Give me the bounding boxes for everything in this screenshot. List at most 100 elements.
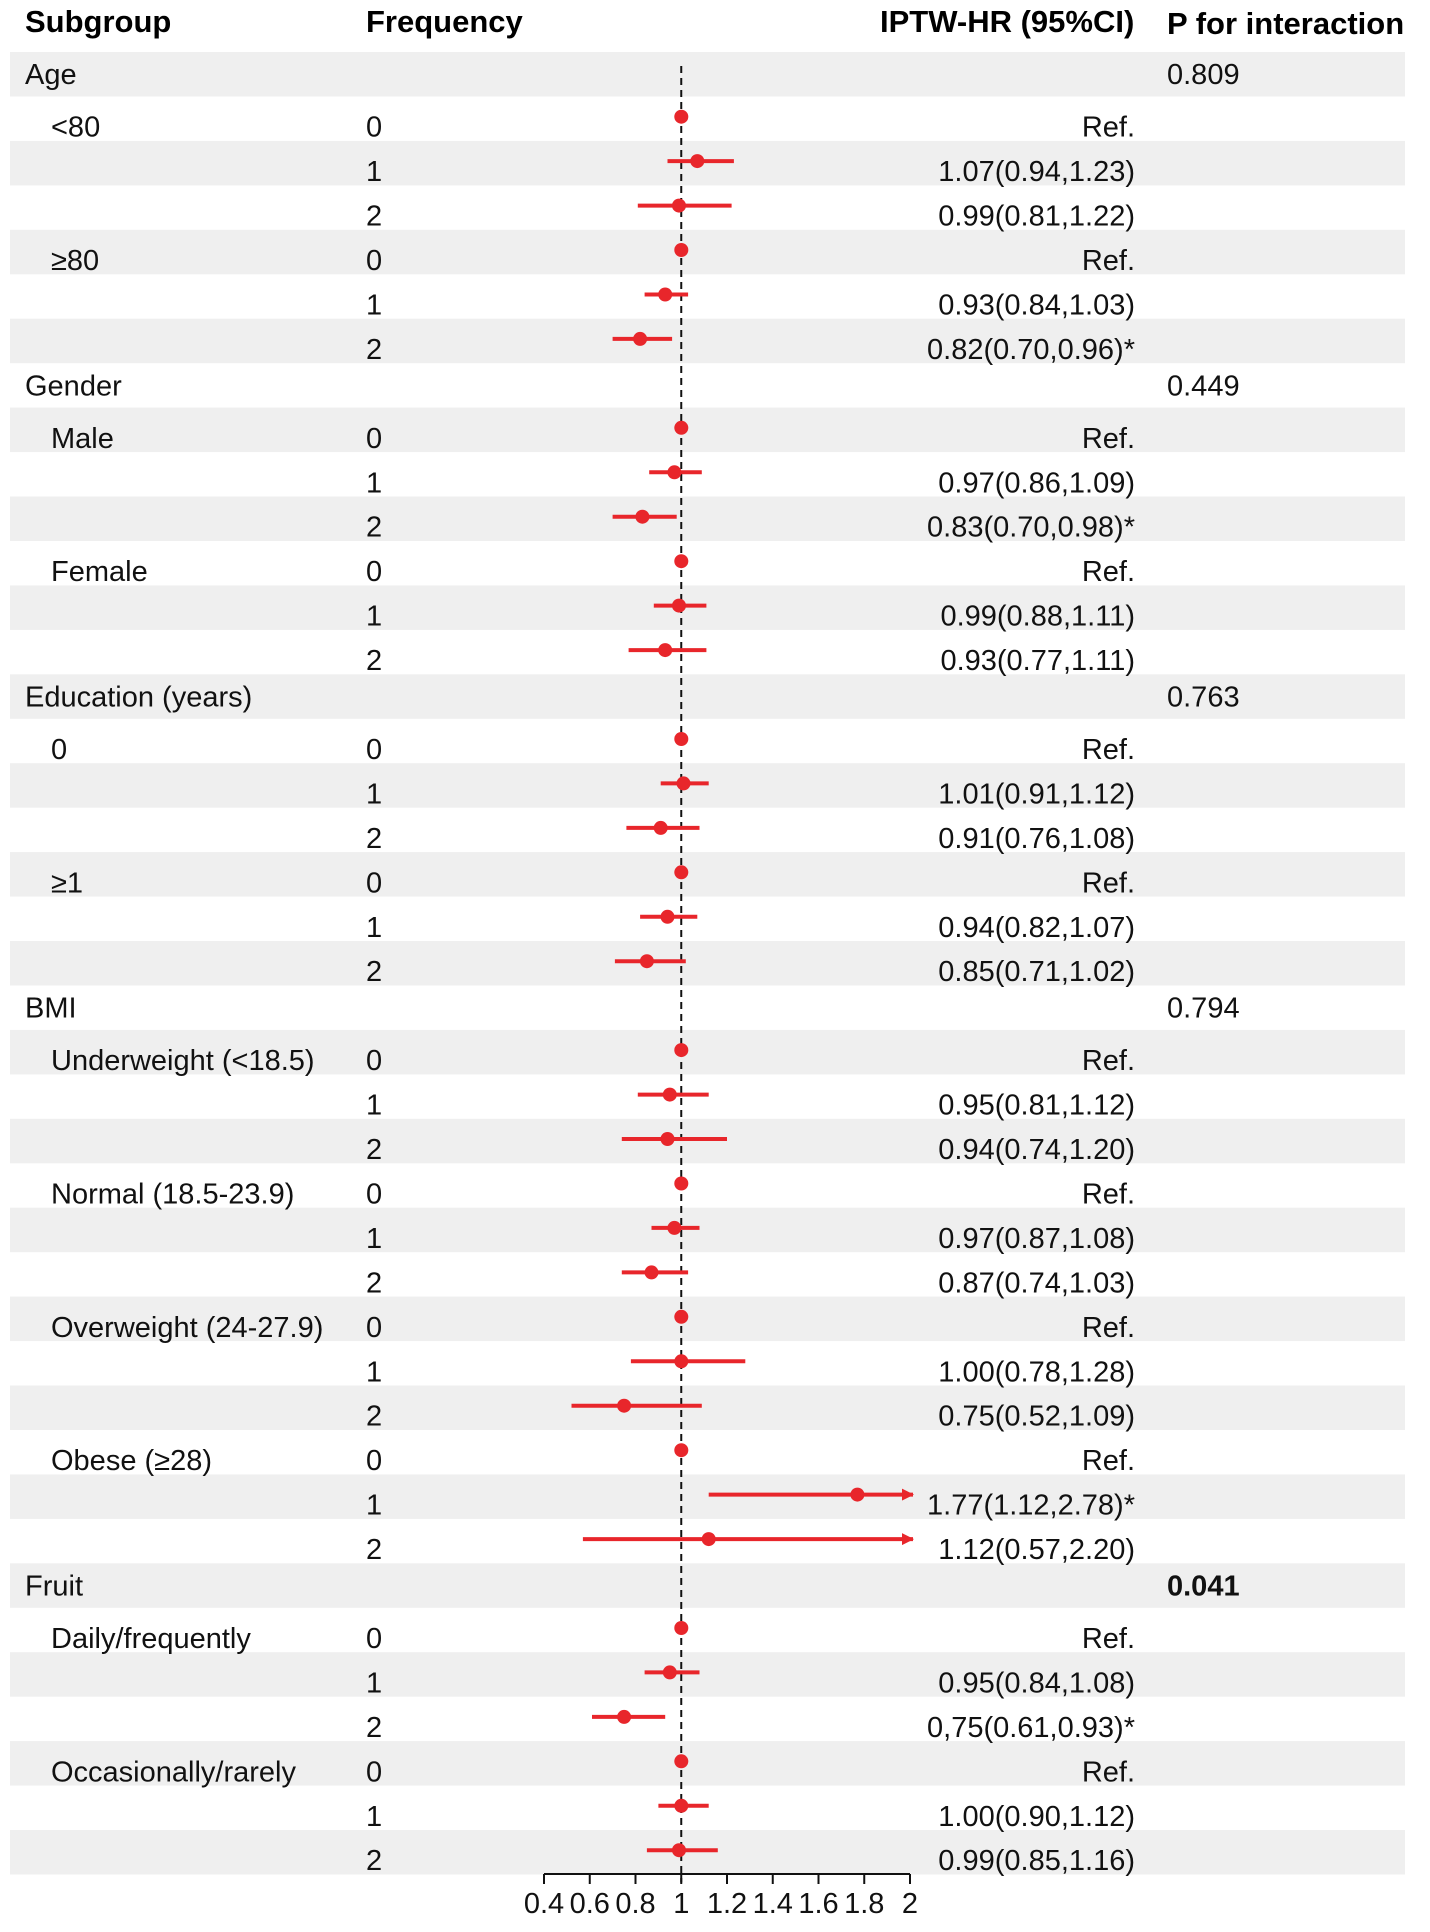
subgroup-label: <80 [51, 112, 100, 144]
frequency-value: 1 [366, 601, 382, 633]
row-band [10, 1652, 1405, 1697]
hr-ci-text: Ref. [1082, 423, 1135, 455]
hr-point [658, 643, 673, 658]
hr-point [672, 598, 686, 613]
group-label: BMI [25, 993, 77, 1025]
frequency-value: 0 [366, 1756, 382, 1788]
frequency-value: 2 [366, 512, 382, 544]
frequency-value: 2 [366, 1534, 382, 1566]
hr-ci-text: 0.87(0.74,1.03) [938, 1267, 1135, 1299]
row-band [10, 1029, 1405, 1075]
reference-point [674, 1443, 689, 1458]
row-band [10, 1830, 1405, 1875]
p-interaction-value: 0.809 [1167, 59, 1240, 91]
frequency-value: 1 [366, 156, 382, 188]
frequency-value: 0 [366, 1045, 382, 1077]
x-tick-label: 2 [902, 1888, 918, 1920]
reference-point [674, 420, 689, 435]
hr-ci-text: 0.91(0.76,1.08) [938, 823, 1135, 855]
hr-ci-text: 0.82(0.70,0.96)* [927, 334, 1135, 366]
hr-point [667, 1220, 682, 1235]
hr-ci-text: Ref. [1082, 556, 1135, 588]
row-band [10, 1207, 1405, 1253]
row-band [10, 1741, 1405, 1786]
hr-point [676, 776, 691, 791]
hr-ci-text: 1.00(0.78,1.28) [938, 1356, 1135, 1388]
row-band [10, 585, 1405, 630]
hr-ci-text: Ref. [1082, 1756, 1135, 1788]
hr-point [658, 287, 673, 302]
frequency-value: 1 [366, 1667, 382, 1699]
p-interaction-value: 0.763 [1167, 682, 1240, 714]
subgroup-label: Overweight (24-27.9) [51, 1312, 323, 1344]
frequency-value: 2 [366, 823, 382, 855]
subgroup-label: Obese (≥28) [51, 1445, 212, 1477]
hr-point [690, 154, 705, 169]
row-band [10, 1296, 1405, 1342]
frequency-value: 1 [366, 1801, 382, 1833]
row-band [10, 1118, 1405, 1164]
header-subgroup: Subgroup [25, 4, 171, 39]
hr-ci-text: Ref. [1082, 245, 1135, 277]
frequency-value: 2 [366, 334, 382, 366]
reference-point [674, 554, 689, 569]
hr-point [662, 1087, 677, 1102]
frequency-value: 0 [366, 734, 382, 766]
subgroup-label: Normal (18.5-23.9) [51, 1179, 294, 1211]
row-bands [10, 52, 1405, 1875]
reference-point [674, 109, 689, 124]
reference-point [674, 1043, 689, 1058]
hr-ci-text: 0.94(0.82,1.07) [938, 912, 1135, 944]
estimate-marks [571, 109, 914, 1858]
reference-point [674, 1309, 689, 1324]
hr-ci-text: 1.01(0.91,1.12) [938, 778, 1135, 810]
hr-point [660, 1132, 675, 1146]
p-interaction-value: 0.041 [1167, 1571, 1240, 1603]
reference-point [674, 1621, 689, 1635]
frequency-value: 2 [366, 1134, 382, 1166]
reference-point [674, 243, 689, 257]
hr-ci-text: 0.83(0.70,0.98)* [927, 512, 1135, 544]
hr-point [633, 331, 648, 346]
x-tick-label: 0.6 [570, 1888, 610, 1920]
frequency-value: 1 [366, 1090, 382, 1122]
hr-point [667, 465, 682, 480]
frequency-value: 0 [366, 867, 382, 899]
hr-point [701, 1532, 716, 1547]
subgroup-label: Daily/frequently [51, 1623, 251, 1655]
frequency-value: 0 [366, 1312, 382, 1344]
frequency-value: 1 [366, 1223, 382, 1255]
x-axis: 0.4 0.6 0.8 1 1.2 1.4 1.6 1.8 2 [524, 1873, 918, 1920]
subgroup-label: ≥1 [51, 867, 83, 899]
x-tick-label: 0.8 [615, 1888, 655, 1920]
frequency-value: 0 [366, 1445, 382, 1477]
hr-ci-text: 1.07(0.94,1.23) [938, 156, 1135, 188]
row-band [10, 496, 1405, 541]
subgroup-label: ≥80 [51, 245, 99, 277]
reference-point [674, 865, 689, 880]
row-labels: Age 0.809 <80 0 Ref. 1 1.07(0.94,1.23) 2 0.99(0.… [25, 59, 1240, 1877]
p-interaction-value: 0.794 [1167, 993, 1240, 1025]
reference-point [674, 1754, 689, 1769]
header-p-interaction: P for interaction [1167, 6, 1404, 41]
frequency-value: 0 [366, 245, 382, 277]
frequency-value: 0 [366, 423, 382, 455]
frequency-value: 0 [366, 556, 382, 588]
group-label: Education (years) [25, 682, 252, 714]
x-tick-label: 1.6 [798, 1888, 838, 1920]
hr-ci-text: 0.93(0.84,1.03) [938, 290, 1135, 322]
subgroup-label: Male [51, 423, 114, 455]
frequency-value: 1 [366, 1490, 382, 1522]
frequency-value: 2 [366, 1267, 382, 1299]
hr-ci-text: Ref. [1082, 734, 1135, 766]
x-tick-label: 1.2 [707, 1888, 747, 1920]
frequency-value: 2 [366, 201, 382, 233]
hr-point [617, 1709, 632, 1724]
hr-ci-text: 0.85(0.71,1.02) [938, 956, 1135, 988]
row-band [10, 1563, 1405, 1608]
hr-ci-text: 0.99(0.85,1.16) [938, 1845, 1135, 1877]
row-band [10, 852, 1405, 897]
column-headers: Subgroup Frequency IPTW-HR (95%CI) P for… [25, 4, 1404, 41]
hr-point [662, 1665, 677, 1680]
